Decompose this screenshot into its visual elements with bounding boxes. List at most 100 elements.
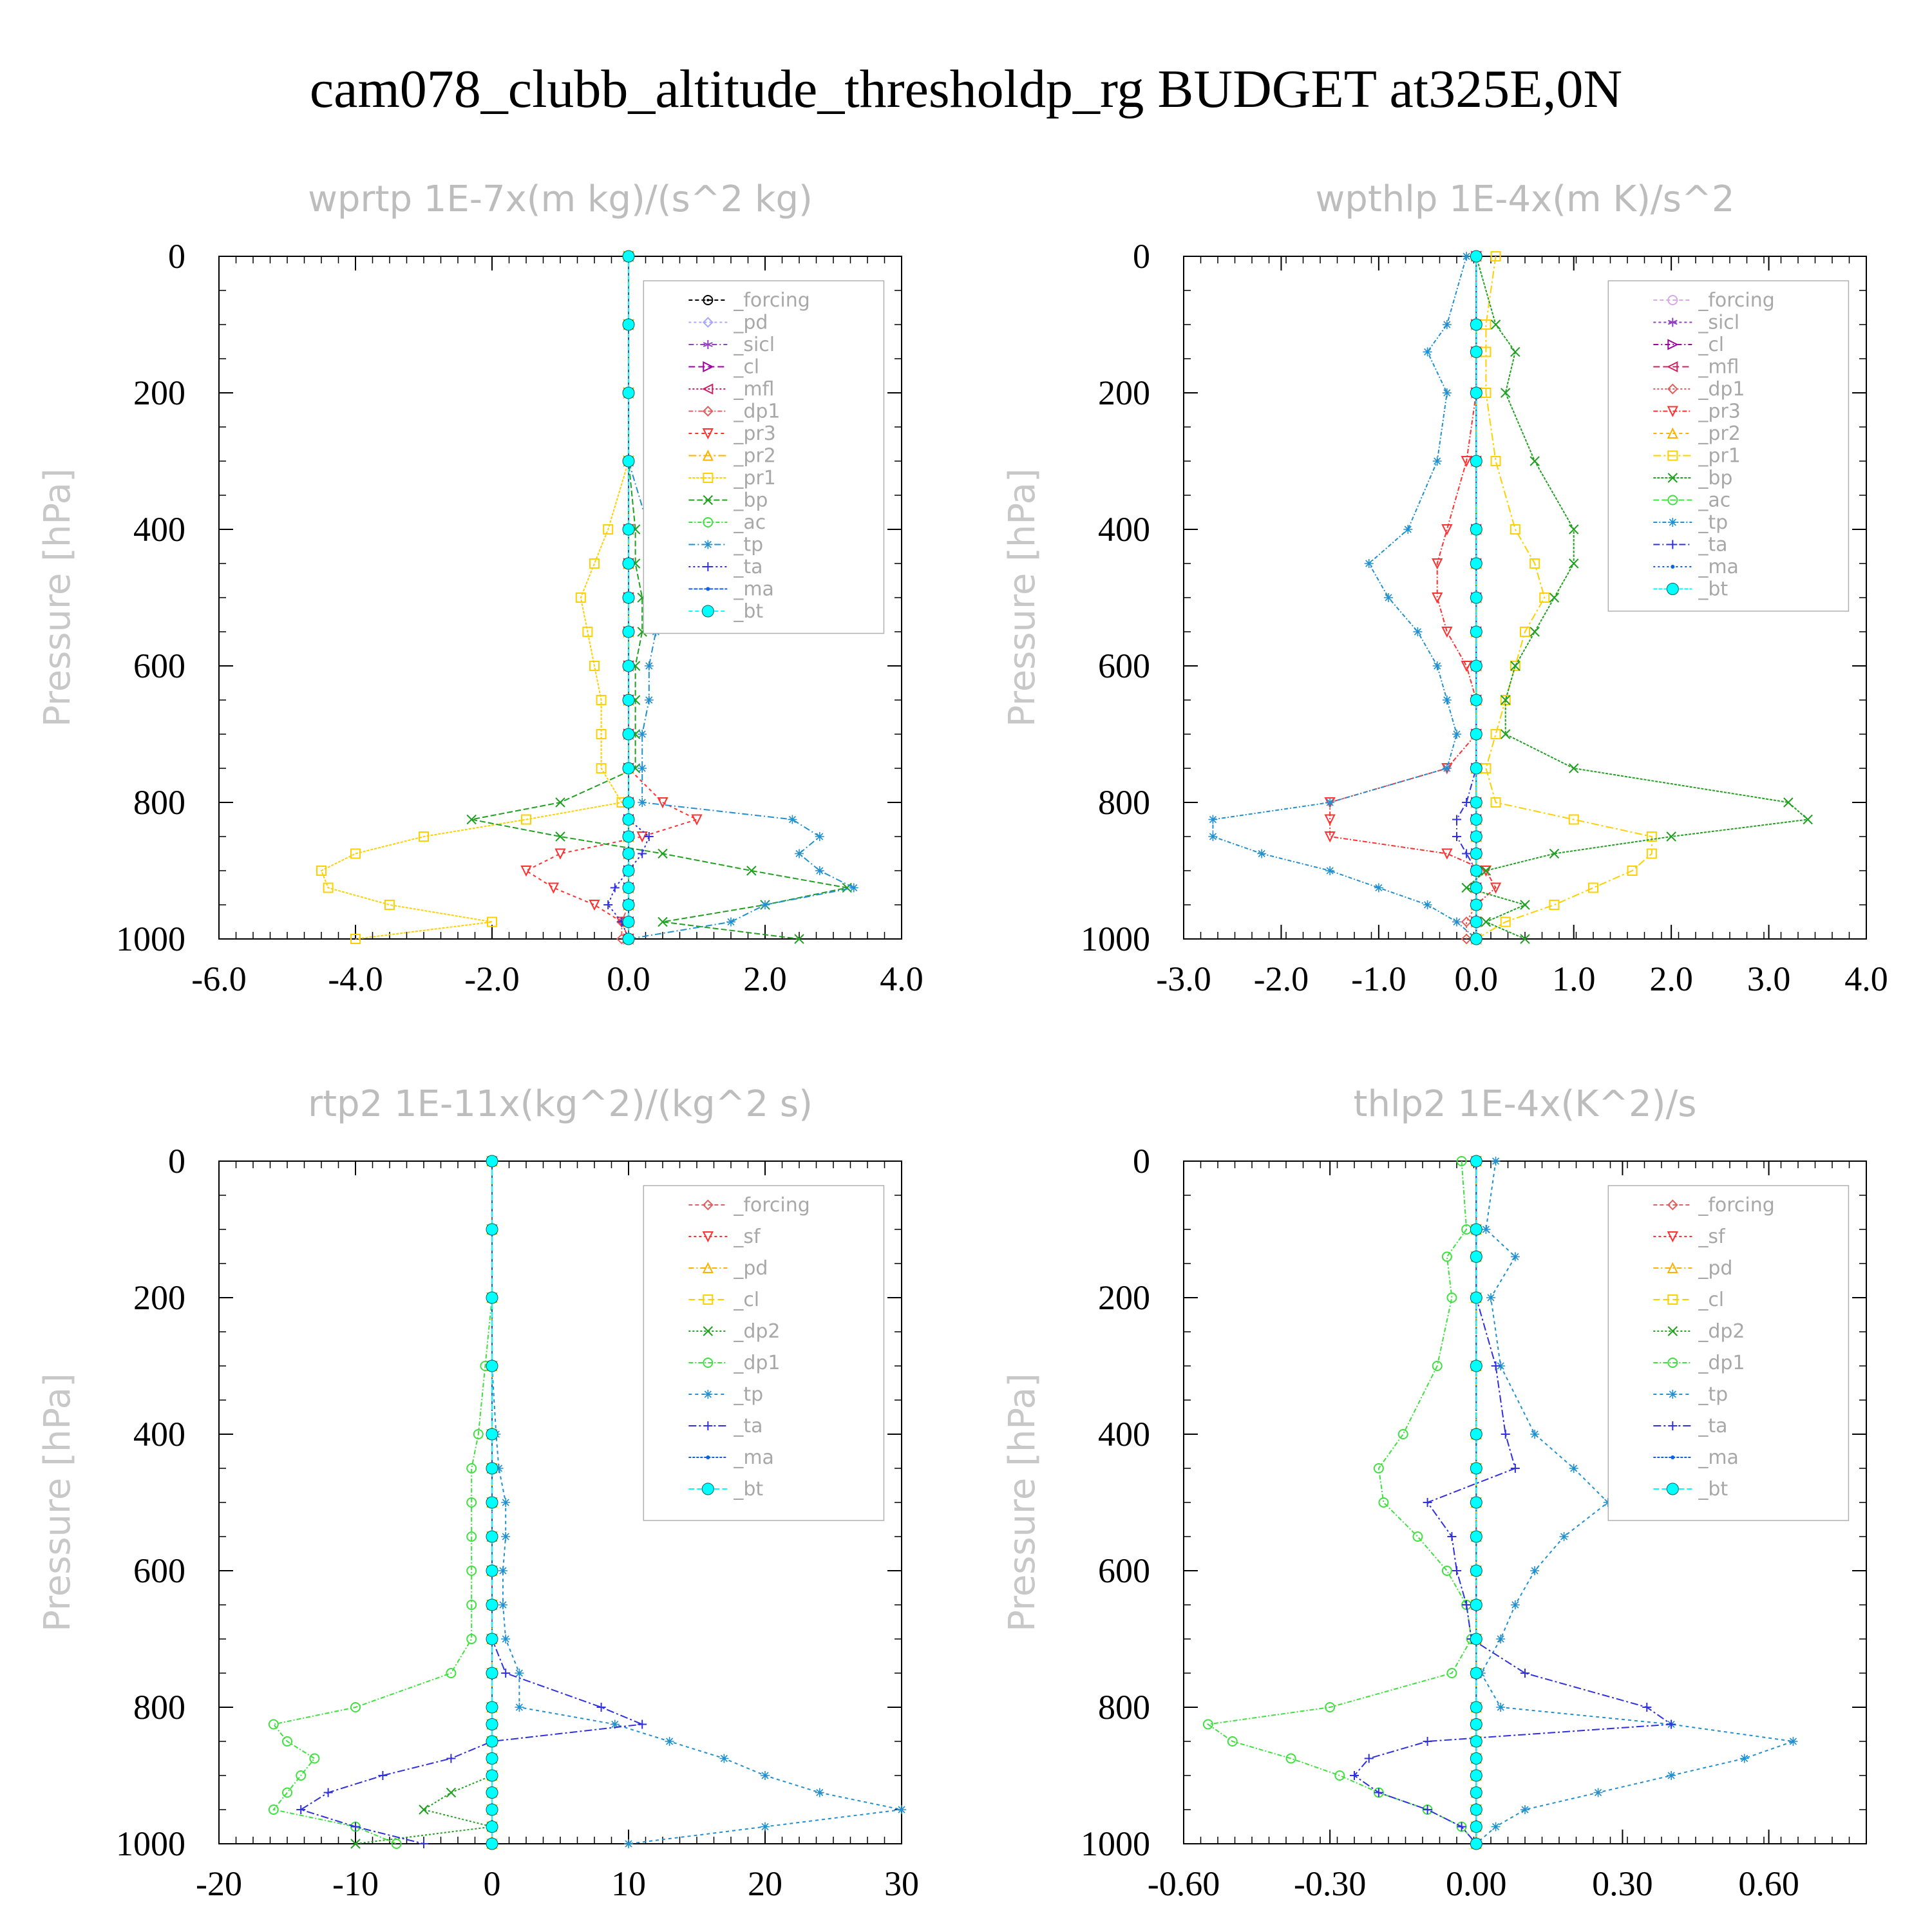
data-point (691, 814, 703, 826)
data-point (1510, 1252, 1520, 1262)
data-point (1452, 1566, 1461, 1575)
data-point (487, 916, 497, 927)
data-point (486, 1530, 498, 1543)
data-point (1501, 729, 1511, 739)
series-ta (296, 1157, 647, 1848)
x-tick-label: -3.0 (1156, 960, 1211, 998)
data-point (622, 830, 635, 843)
legend-item: _pd (688, 312, 768, 334)
data-point (1423, 347, 1432, 357)
data-point (1559, 1532, 1569, 1541)
legend-item: _mfl (688, 378, 774, 401)
legend-label: _tp (1698, 511, 1728, 534)
y-tick-label: 600 (133, 1551, 185, 1590)
data-point (446, 1754, 456, 1763)
data-point (268, 1804, 279, 1815)
y-tick-label: 1000 (116, 1824, 185, 1863)
data-point (622, 813, 635, 826)
data-point (1432, 457, 1442, 466)
data-point (1470, 1803, 1482, 1816)
data-point (1510, 524, 1520, 535)
x-tick-label: 4.0 (880, 960, 923, 998)
legend-label: _bt (733, 1478, 763, 1501)
data-point (1470, 1769, 1482, 1782)
data-point (1470, 898, 1482, 911)
data-point (486, 1735, 498, 1748)
y-tick-label: 800 (1098, 783, 1150, 822)
data-point (1202, 1719, 1213, 1730)
legend: _forcing_sicl_cl_mfl_dp1_pr3_pr2_pr1_bp_… (1607, 280, 1850, 612)
data-point (1490, 251, 1501, 261)
data-point (622, 848, 635, 860)
data-point (638, 764, 647, 773)
x-tick-label: -10 (332, 1864, 379, 1903)
data-point (1470, 250, 1482, 263)
x-tick-label: -0.30 (1294, 1864, 1366, 1903)
data-point (1490, 882, 1502, 894)
data-point (1470, 1223, 1482, 1236)
data-point (1496, 1361, 1506, 1370)
data-point (665, 1737, 674, 1746)
panel-title: wpthlp 1E-4x(m K)/s^2 (1315, 178, 1734, 220)
data-point (466, 1497, 477, 1508)
data-point (622, 659, 635, 672)
data-point (1432, 661, 1442, 670)
data-point (282, 1787, 292, 1798)
legend-item: _pr3 (688, 422, 776, 445)
y-tick-label: 0 (168, 237, 185, 276)
legend-item: _bt (688, 600, 763, 623)
legend-item: _cl (688, 1289, 759, 1311)
data-point (1470, 523, 1482, 536)
data-point (1441, 1566, 1452, 1576)
legend-label: _dp1 (733, 401, 780, 423)
data-point (622, 523, 635, 536)
data-point (501, 1634, 511, 1643)
data-point (644, 661, 654, 670)
data-point (1447, 1532, 1457, 1541)
data-point (1739, 1754, 1749, 1763)
data-point (1520, 1805, 1530, 1814)
data-point (1490, 729, 1501, 739)
data-point (1803, 814, 1813, 825)
data-point (622, 933, 635, 945)
data-point (815, 1788, 824, 1797)
data-point (1446, 1668, 1457, 1678)
series-tp (1208, 252, 1481, 943)
data-point (515, 1669, 524, 1678)
x-tick-label: 3.0 (1747, 960, 1791, 998)
data-point (350, 934, 361, 944)
legend-label: _forcing (733, 289, 810, 312)
data-point (1374, 883, 1383, 893)
data-point (1530, 456, 1540, 466)
data-point (520, 866, 532, 877)
data-point (1441, 627, 1453, 638)
series-line (1212, 256, 1477, 940)
legend-box (643, 1185, 885, 1521)
legend-item: _forcing (1653, 289, 1775, 312)
data-point (1324, 814, 1336, 826)
data-point (1642, 1703, 1652, 1712)
data-point (1461, 456, 1472, 468)
legend-item: _bt (688, 1478, 763, 1501)
y-tick-label: 200 (133, 374, 185, 412)
data-point (1350, 1771, 1359, 1780)
data-point (391, 1839, 402, 1849)
series-line (628, 256, 856, 940)
data-point (1461, 661, 1472, 672)
data-point (1470, 1752, 1482, 1765)
legend-item: _ma (1653, 556, 1739, 578)
data-point (638, 1719, 647, 1729)
legend-label: _tp (733, 1383, 763, 1406)
data-point (1452, 815, 1461, 824)
legend-item: _bp (1653, 467, 1732, 489)
data-point (446, 1668, 457, 1678)
legend-label: _tp (1698, 1383, 1728, 1406)
data-point (658, 848, 668, 859)
data-point (384, 900, 395, 910)
x-tick-label: 10 (611, 1864, 646, 1903)
y-tick-label: 600 (133, 647, 185, 685)
legend-label: _pr2 (1698, 422, 1740, 445)
data-point (636, 831, 648, 843)
data-point (1496, 1703, 1506, 1712)
data-point (323, 882, 334, 893)
